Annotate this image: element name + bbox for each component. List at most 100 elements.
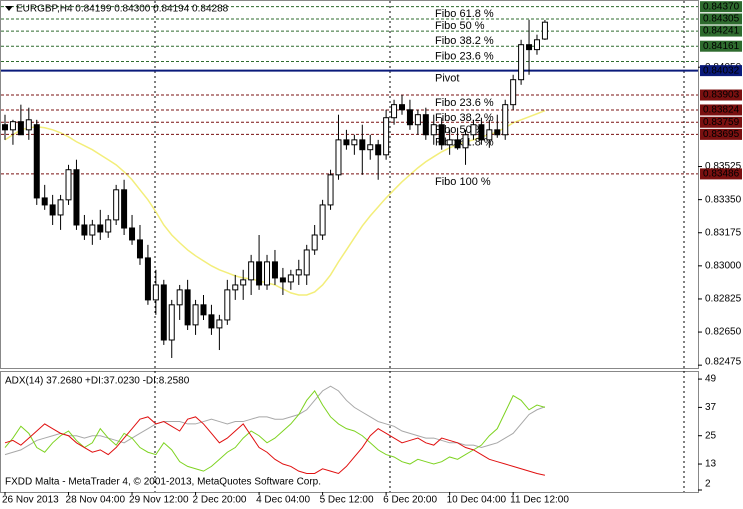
candle-body [319,204,326,236]
candle-body [533,39,540,51]
y-tick-label: 0.82475 [705,357,742,368]
level-label: Fibo 50 % [435,20,485,32]
chart-title: EURGBP,H4 0.84199 0.84300 0.84194 0.8428… [16,4,229,15]
candle-body [438,124,445,146]
candle-body [295,269,302,276]
candle-body [144,257,151,301]
price-tag-label: 0.83824 [703,105,740,116]
y-tick-label: 13 [705,459,717,470]
candle-body [200,304,207,316]
candle-body [287,274,294,283]
level-label: Fibo 38.2 % [435,112,494,124]
candle-body [311,234,318,251]
indicator-line [4,390,546,472]
y-tick-label: 37 [705,402,717,413]
candle-body [176,289,183,306]
candle-body [414,114,421,126]
candle-body [502,104,509,136]
candle-body [97,224,104,233]
price-tag [700,65,742,77]
indicator-title: ADX(14) 37.2680 +DI:37.0230 -DI:8.2580 [5,376,190,387]
candle-body [430,124,437,136]
level-label: Fibo 23.6 % [435,97,494,109]
candle-body [25,119,32,131]
adx-panel [0,371,699,493]
candle-body [240,279,247,286]
candle-body [256,261,263,286]
y-tick-label: 49 [705,374,717,385]
candle-body [494,129,501,136]
candle-body [9,121,16,131]
y-tick-label: 0.82650 [705,327,742,338]
candle-body [2,124,8,131]
x-tick-label: 6 Dec 20:00 [383,495,437,506]
price-tag-label: 0.84370 [703,1,740,12]
candle-body [343,139,350,146]
y-tick-label: 25 [705,430,717,441]
candle-body [81,224,88,236]
x-tick-label: 29 Nov 12:00 [129,495,189,506]
candle-body [383,117,390,156]
price-tag [700,89,742,101]
indicator-line [4,416,546,476]
candle-body [454,139,461,149]
candle-body [518,44,525,81]
price-tag [700,104,742,116]
candle-body [129,227,136,241]
y-tick-label: 0.83175 [705,227,742,238]
candle-body [303,249,310,276]
candle-body [399,104,405,111]
candle-body [351,139,358,146]
candle-body [33,124,40,199]
candle-body [65,169,72,201]
candle-body [224,289,231,321]
candle-body [121,189,128,229]
price-tag-label: 0.84305 [703,14,740,25]
level-label: Fibo 61.8 % [435,8,494,20]
candle-body [526,44,533,51]
candle-body [375,144,382,156]
price-tag-label: 0.84161 [703,41,740,52]
candle-body [446,139,453,146]
candle-body [271,261,278,279]
candle-body [105,219,112,233]
price-tag [700,168,742,180]
candle-body [208,314,215,329]
symbol-icon [5,6,13,11]
candle-body [279,277,286,283]
candle-body [367,144,374,151]
candle-body [73,169,80,226]
price-tag-label: 0.83486 [703,169,740,180]
x-tick-label: 5 Dec 12:00 [320,495,374,506]
candle-body [136,239,143,259]
price-tag-label: 0.83695 [703,129,740,140]
candle-body [160,284,167,341]
candle-body [359,139,366,151]
candle-body [232,284,239,291]
price-tag-label: 0.84032 [703,65,740,76]
candle-body [335,139,342,176]
y-tick-label: 0.83000 [705,260,742,271]
candle-body [422,114,429,136]
x-tick-label: 4 Dec 04:00 [256,495,310,506]
y-tick-label: 0.83350 [705,194,742,205]
price-tag [700,128,742,140]
candle-body [216,319,223,329]
candle-body [89,224,96,236]
level-label: Fibo 100 % [435,176,491,188]
candle-body [264,261,271,286]
x-tick-label: 28 Nov 04:00 [66,495,126,506]
candle-body [470,124,477,136]
candle-body [486,129,493,141]
candle-body [192,304,199,326]
y-tick-label: 0.83525 [705,161,742,172]
candle-body [391,104,398,119]
price-tag-label: 0.84241 [703,26,740,37]
candle-body [478,124,485,141]
candle-body [113,189,120,221]
y-tick-label: 0.82825 [705,294,742,305]
candle-body [406,109,413,126]
main-panel [0,0,699,369]
